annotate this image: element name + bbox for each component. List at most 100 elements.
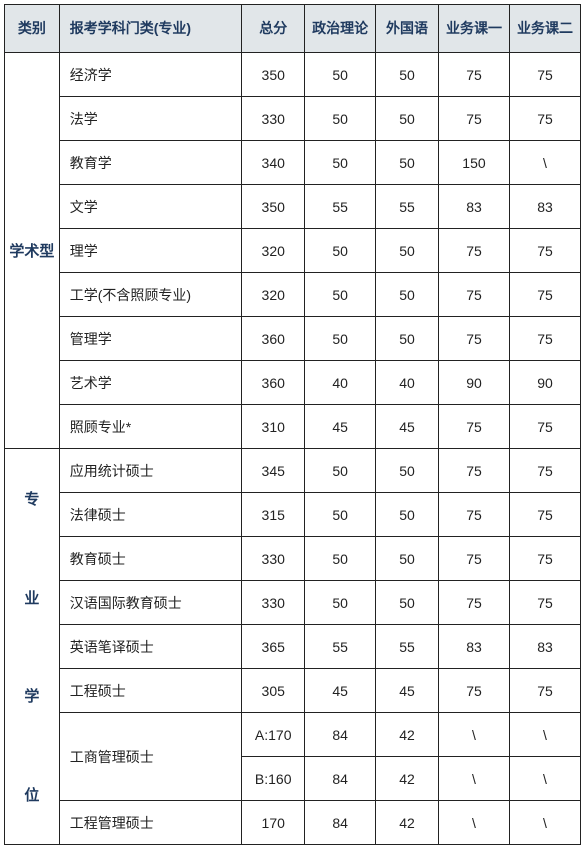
score-cell: A:170: [242, 713, 305, 757]
table-row: 汉语国际教育硕士33050507575: [5, 581, 581, 625]
score-cell: 50: [305, 537, 376, 581]
major-cell: 照顾专业*: [59, 405, 242, 449]
th-category: 类别: [5, 5, 60, 53]
score-cell: 84: [305, 801, 376, 845]
major-cell: 法学: [59, 97, 242, 141]
score-cell: \: [438, 713, 509, 757]
table-row: 艺术学36040409090: [5, 361, 581, 405]
score-cell: 42: [376, 713, 439, 757]
score-cell: 345: [242, 449, 305, 493]
table-body: 学术型经济学35050507575法学33050507575教育学3405050…: [5, 53, 581, 845]
score-cell: 75: [509, 229, 580, 273]
table-row: 工程硕士30545457575: [5, 669, 581, 713]
th-sub4: 业务课二: [509, 5, 580, 53]
score-cell: \: [509, 757, 580, 801]
major-cell: 法律硕士: [59, 493, 242, 537]
score-cell: 84: [305, 713, 376, 757]
score-cell: 90: [509, 361, 580, 405]
table-row: 教育学3405050150\: [5, 141, 581, 185]
score-cell: 75: [509, 53, 580, 97]
table-row: 理学32050507575: [5, 229, 581, 273]
score-cell: \: [438, 801, 509, 845]
th-total: 总分: [242, 5, 305, 53]
category-char: 位: [24, 784, 39, 805]
score-cell: 50: [376, 229, 439, 273]
score-cell: 75: [438, 449, 509, 493]
score-cell: 75: [509, 317, 580, 361]
score-cell: 75: [509, 581, 580, 625]
category-char: 专: [24, 488, 39, 509]
score-cell: 42: [376, 801, 439, 845]
score-cell: \: [438, 757, 509, 801]
major-cell: 工程硕士: [59, 669, 242, 713]
score-cell: 50: [305, 229, 376, 273]
score-cell: 305: [242, 669, 305, 713]
score-cell: 75: [438, 317, 509, 361]
score-cell: 340: [242, 141, 305, 185]
score-cell: 75: [438, 229, 509, 273]
score-cell: 75: [509, 97, 580, 141]
score-cell: 75: [438, 669, 509, 713]
score-cell: 50: [376, 537, 439, 581]
score-cell: 55: [376, 625, 439, 669]
table-row: 学术型经济学35050507575: [5, 53, 581, 97]
table-row: 管理学36050507575: [5, 317, 581, 361]
score-cell: 75: [509, 537, 580, 581]
score-cell: 150: [438, 141, 509, 185]
score-cell: 75: [438, 493, 509, 537]
score-cell: 310: [242, 405, 305, 449]
score-cell: 50: [376, 317, 439, 361]
score-cell: 75: [438, 537, 509, 581]
score-table: 类别 报考学科门类(专业) 总分 政治理论 外国语 业务课一 业务课二 学术型经…: [4, 4, 581, 845]
table-row: 工程管理硕士1708442\\: [5, 801, 581, 845]
score-cell: 84: [305, 757, 376, 801]
table-row: 文学35055558383: [5, 185, 581, 229]
score-cell: 50: [376, 449, 439, 493]
major-cell: 英语笔译硕士: [59, 625, 242, 669]
score-cell: 50: [376, 273, 439, 317]
table-row: 照顾专业*31045457575: [5, 405, 581, 449]
major-cell: 汉语国际教育硕士: [59, 581, 242, 625]
score-cell: 50: [305, 53, 376, 97]
table-row: 英语笔译硕士36555558383: [5, 625, 581, 669]
score-cell: 315: [242, 493, 305, 537]
score-cell: 75: [438, 53, 509, 97]
score-cell: 83: [509, 185, 580, 229]
score-cell: 50: [376, 97, 439, 141]
score-cell: 83: [438, 625, 509, 669]
score-cell: 50: [305, 273, 376, 317]
score-cell: 50: [305, 317, 376, 361]
table-row: 法学33050507575: [5, 97, 581, 141]
score-cell: 83: [438, 185, 509, 229]
table-row: 工学(不含照顾专业)32050507575: [5, 273, 581, 317]
score-cell: 55: [305, 625, 376, 669]
score-cell: 50: [305, 141, 376, 185]
category-cell: 学术型: [5, 53, 60, 449]
score-cell: 45: [305, 405, 376, 449]
major-cell: 文学: [59, 185, 242, 229]
category-char: 业: [24, 587, 39, 608]
score-cell: 320: [242, 229, 305, 273]
category-cell: 专业学位: [5, 449, 60, 845]
score-cell: 45: [305, 669, 376, 713]
score-cell: 360: [242, 317, 305, 361]
th-major: 报考学科门类(专业): [59, 5, 242, 53]
table-row: 工商管理硕士A:1708442\\: [5, 713, 581, 757]
score-cell: \: [509, 713, 580, 757]
category-char: 学: [24, 685, 39, 706]
th-sub3: 业务课一: [438, 5, 509, 53]
score-cell: 360: [242, 361, 305, 405]
score-cell: 75: [509, 273, 580, 317]
score-cell: \: [509, 801, 580, 845]
score-cell: 55: [376, 185, 439, 229]
score-cell: 350: [242, 53, 305, 97]
th-sub1: 政治理论: [305, 5, 376, 53]
score-cell: 75: [438, 405, 509, 449]
score-cell: 42: [376, 757, 439, 801]
score-cell: 170: [242, 801, 305, 845]
major-cell: 应用统计硕士: [59, 449, 242, 493]
score-cell: 75: [509, 493, 580, 537]
table-row: 专业学位应用统计硕士34550507575: [5, 449, 581, 493]
table-head: 类别 报考学科门类(专业) 总分 政治理论 外国语 业务课一 业务课二: [5, 5, 581, 53]
major-cell: 理学: [59, 229, 242, 273]
